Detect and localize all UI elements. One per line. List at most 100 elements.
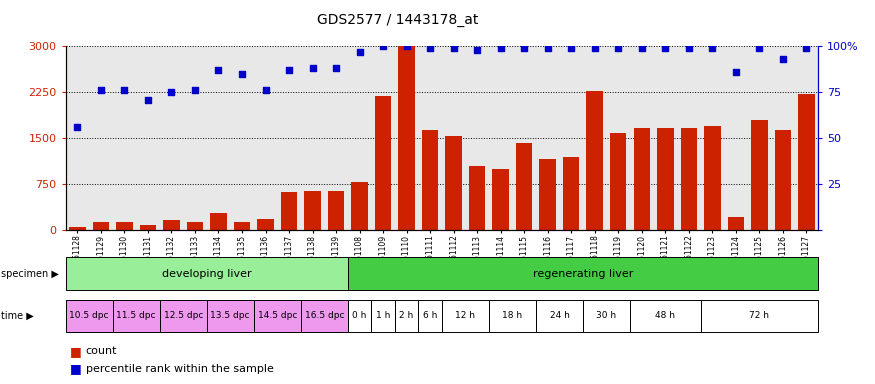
Bar	[540, 159, 556, 230]
Text: specimen ▶: specimen ▶	[1, 268, 59, 279]
Text: ■: ■	[70, 362, 86, 375]
Bar	[442, 300, 489, 332]
Bar	[516, 142, 532, 230]
Text: developing liver: developing liver	[162, 268, 251, 279]
Text: 2 h: 2 h	[400, 311, 414, 320]
Text: 10.5 dpc: 10.5 dpc	[69, 311, 108, 320]
Bar	[210, 213, 227, 230]
Bar	[657, 128, 674, 230]
Point	[424, 45, 438, 51]
Bar	[206, 300, 254, 332]
Point	[235, 71, 249, 77]
Point	[517, 45, 531, 51]
Point	[776, 56, 790, 62]
Bar	[634, 128, 650, 230]
Text: 72 h: 72 h	[749, 311, 769, 320]
Point	[729, 69, 743, 75]
Bar	[257, 219, 274, 230]
Point	[70, 124, 84, 130]
Bar	[116, 222, 133, 230]
Text: 6 h: 6 h	[423, 311, 438, 320]
Bar	[352, 182, 367, 230]
Bar	[398, 46, 415, 230]
Text: 12 h: 12 h	[455, 311, 475, 320]
Bar	[374, 96, 391, 230]
Bar	[563, 157, 579, 230]
Point	[658, 45, 672, 51]
Point	[353, 48, 367, 55]
Bar	[160, 300, 206, 332]
Bar	[583, 300, 630, 332]
Bar	[445, 136, 462, 230]
Point	[188, 87, 202, 93]
Point	[752, 45, 766, 51]
Bar	[69, 227, 86, 230]
Point	[212, 67, 226, 73]
Point	[682, 45, 696, 51]
Bar	[113, 300, 160, 332]
Bar	[469, 166, 486, 230]
Text: 12.5 dpc: 12.5 dpc	[164, 311, 203, 320]
Text: 48 h: 48 h	[655, 311, 676, 320]
Bar	[66, 300, 113, 332]
Bar	[610, 133, 626, 230]
Point	[164, 89, 178, 95]
Text: 0 h: 0 h	[353, 311, 367, 320]
Bar	[234, 222, 250, 230]
Point	[470, 47, 484, 53]
Bar	[328, 191, 344, 230]
Bar	[536, 300, 583, 332]
Bar	[304, 191, 321, 230]
Point	[705, 45, 719, 51]
Point	[117, 87, 131, 93]
Point	[634, 45, 648, 51]
Text: 1 h: 1 h	[376, 311, 390, 320]
Point	[588, 45, 602, 51]
Text: 30 h: 30 h	[597, 311, 617, 320]
Bar	[728, 217, 744, 230]
Text: 14.5 dpc: 14.5 dpc	[257, 311, 297, 320]
Point	[282, 67, 296, 73]
Bar	[681, 128, 697, 230]
Bar	[371, 300, 395, 332]
Text: 18 h: 18 h	[502, 311, 522, 320]
Bar	[701, 300, 818, 332]
Point	[400, 43, 414, 49]
Bar	[348, 300, 371, 332]
Point	[800, 45, 814, 51]
Bar	[254, 300, 301, 332]
Text: time ▶: time ▶	[1, 311, 33, 321]
Point	[376, 43, 390, 49]
Text: GDS2577 / 1443178_at: GDS2577 / 1443178_at	[318, 13, 479, 27]
Text: 24 h: 24 h	[550, 311, 570, 320]
Point	[305, 65, 319, 71]
Bar	[93, 222, 109, 230]
Bar	[164, 220, 179, 230]
Bar	[489, 300, 536, 332]
Text: 11.5 dpc: 11.5 dpc	[116, 311, 156, 320]
Point	[612, 45, 626, 51]
Point	[258, 87, 272, 93]
Text: 16.5 dpc: 16.5 dpc	[304, 311, 344, 320]
Text: 13.5 dpc: 13.5 dpc	[211, 311, 250, 320]
Bar	[348, 257, 818, 290]
Bar	[751, 121, 767, 230]
Bar	[493, 169, 509, 230]
Bar	[704, 126, 720, 230]
Point	[541, 45, 555, 51]
Text: percentile rank within the sample: percentile rank within the sample	[86, 364, 274, 374]
Bar	[186, 222, 203, 230]
Bar	[630, 300, 701, 332]
Bar	[798, 94, 815, 230]
Bar	[140, 225, 156, 230]
Text: ■: ■	[70, 345, 86, 358]
Point	[564, 45, 578, 51]
Point	[446, 45, 460, 51]
Text: count: count	[86, 346, 117, 356]
Bar	[422, 130, 438, 230]
Bar	[301, 300, 348, 332]
Bar	[418, 300, 442, 332]
Point	[329, 65, 343, 71]
Bar	[281, 192, 298, 230]
Point	[141, 96, 155, 103]
